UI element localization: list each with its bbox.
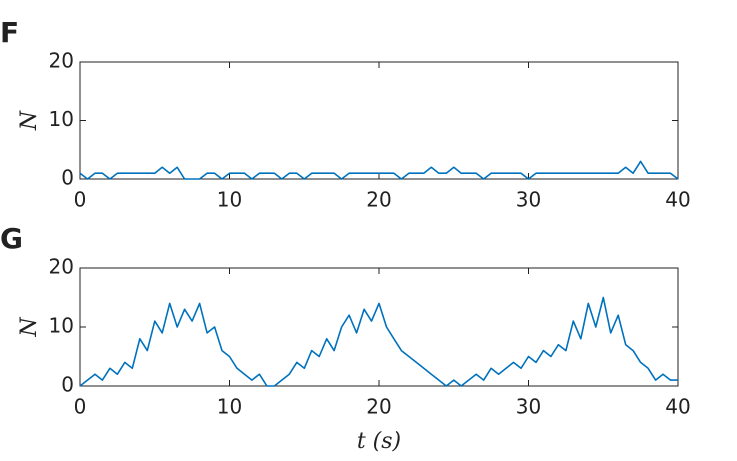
x-tick-label: 30 [516, 395, 541, 419]
y-axis-label: N [17, 317, 42, 338]
x-tick-label: 20 [366, 188, 391, 212]
y-axis-label: N [17, 110, 42, 131]
axes-box [79, 267, 679, 387]
x-tick-label: 30 [516, 188, 541, 212]
panel-label: G [0, 222, 23, 255]
x-tick-label: 10 [217, 188, 242, 212]
data-line [79, 296, 678, 387]
x-tick-label: 10 [217, 395, 242, 419]
x-tick-label: 20 [366, 395, 391, 419]
y-tick-label: 20 [49, 49, 74, 73]
x-axis-label: t (s) [357, 429, 401, 454]
x-tick-label: 0 [74, 188, 87, 212]
y-tick-label: 10 [49, 107, 74, 131]
y-tick-label: 20 [49, 255, 74, 279]
x-tick-label: 0 [74, 395, 87, 419]
x-tick-label: 40 [665, 395, 690, 419]
x-tick-label: 40 [665, 188, 690, 212]
panel-label: F [0, 16, 19, 49]
data-line [79, 160, 679, 180]
axes-box [79, 61, 679, 180]
y-tick-label: 0 [61, 166, 74, 190]
y-tick-label: 10 [49, 314, 74, 338]
y-tick-label: 0 [61, 373, 74, 397]
